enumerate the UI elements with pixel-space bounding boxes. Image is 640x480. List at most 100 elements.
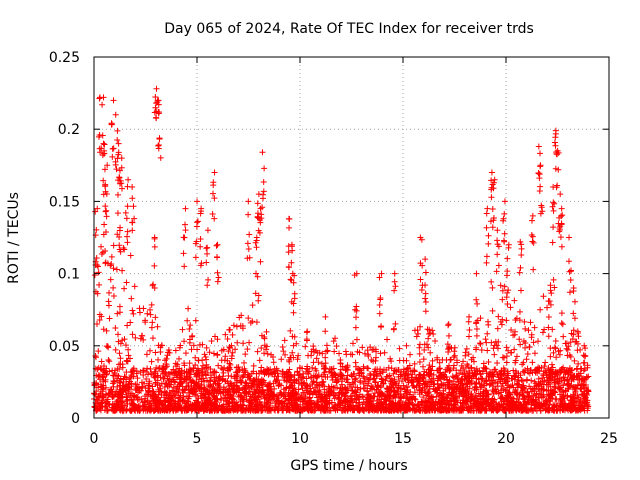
data-point — [322, 354, 329, 361]
data-point — [518, 251, 525, 258]
data-point — [263, 401, 270, 408]
data-point — [101, 407, 108, 414]
data-point — [483, 387, 490, 394]
data-point — [265, 366, 272, 373]
data-point — [98, 399, 105, 406]
data-point — [94, 205, 101, 212]
data-point — [226, 326, 233, 333]
data-point — [352, 359, 359, 366]
data-point — [99, 101, 106, 108]
data-point — [569, 400, 576, 407]
data-point — [369, 385, 376, 392]
data-point — [518, 287, 525, 294]
data-point — [501, 407, 508, 414]
data-point — [241, 359, 247, 366]
data-point — [302, 343, 309, 350]
data-point — [570, 327, 577, 334]
data-point — [338, 371, 345, 378]
data-point — [474, 300, 481, 307]
data-point — [504, 374, 511, 381]
data-point — [114, 136, 121, 143]
data-point — [263, 346, 270, 353]
data-point — [115, 338, 122, 345]
data-point — [491, 404, 498, 411]
data-point — [517, 264, 524, 271]
data-point — [523, 406, 530, 413]
data-point — [150, 281, 157, 288]
data-point — [185, 305, 192, 312]
data-point — [229, 396, 236, 403]
data-point — [205, 390, 212, 397]
data-point — [531, 350, 538, 357]
data-point — [223, 398, 230, 405]
data-point — [477, 384, 484, 391]
data-point — [549, 326, 556, 333]
data-point — [92, 353, 99, 360]
data-point — [287, 393, 294, 400]
data-point — [391, 287, 398, 294]
data-point — [458, 362, 465, 369]
data-point — [439, 374, 446, 381]
data-point — [528, 388, 535, 395]
data-point — [313, 355, 320, 362]
data-point — [447, 356, 454, 363]
data-point — [224, 365, 231, 372]
data-point — [215, 389, 222, 396]
data-point — [489, 284, 496, 291]
data-point — [383, 367, 390, 374]
data-point — [503, 353, 510, 360]
data-point — [243, 380, 250, 387]
data-point — [374, 397, 381, 404]
data-point — [254, 348, 261, 355]
data-point — [197, 235, 204, 242]
data-point — [333, 343, 340, 350]
data-point — [512, 402, 519, 409]
data-point — [291, 295, 298, 302]
data-point — [198, 260, 205, 267]
data-point — [214, 278, 221, 285]
data-point — [100, 177, 107, 184]
data-point — [225, 391, 232, 398]
data-point — [510, 367, 517, 374]
data-point — [564, 346, 571, 353]
data-point — [472, 383, 479, 390]
data-point — [427, 349, 434, 356]
data-point — [123, 397, 130, 404]
data-point — [511, 346, 518, 353]
data-point — [227, 361, 234, 368]
data-point — [577, 402, 584, 409]
data-point — [563, 403, 570, 410]
data-point — [292, 397, 299, 404]
data-point — [344, 379, 351, 386]
data-point — [337, 360, 344, 367]
data-point — [434, 380, 441, 387]
data-point — [210, 182, 217, 189]
data-point — [303, 375, 310, 382]
data-point — [500, 401, 507, 408]
data-point — [531, 324, 538, 331]
data-point — [320, 378, 327, 385]
data-point — [557, 234, 564, 241]
data-point — [426, 407, 433, 414]
data-point — [470, 354, 477, 361]
data-point — [359, 393, 366, 400]
data-point — [157, 385, 164, 392]
data-point — [543, 387, 550, 394]
data-point — [434, 354, 441, 361]
data-point — [540, 403, 547, 410]
data-point — [118, 164, 125, 171]
data-point — [363, 398, 370, 405]
data-point — [129, 195, 136, 202]
data-point — [266, 392, 273, 399]
data-point — [310, 343, 317, 350]
data-point — [497, 389, 504, 396]
data-point — [228, 380, 235, 387]
data-point — [570, 394, 577, 401]
data-point — [553, 406, 560, 413]
data-point — [287, 327, 294, 334]
data-point — [569, 374, 576, 381]
data-point — [371, 404, 378, 411]
data-point — [344, 372, 351, 379]
data-point — [425, 404, 432, 411]
data-point — [147, 306, 154, 313]
